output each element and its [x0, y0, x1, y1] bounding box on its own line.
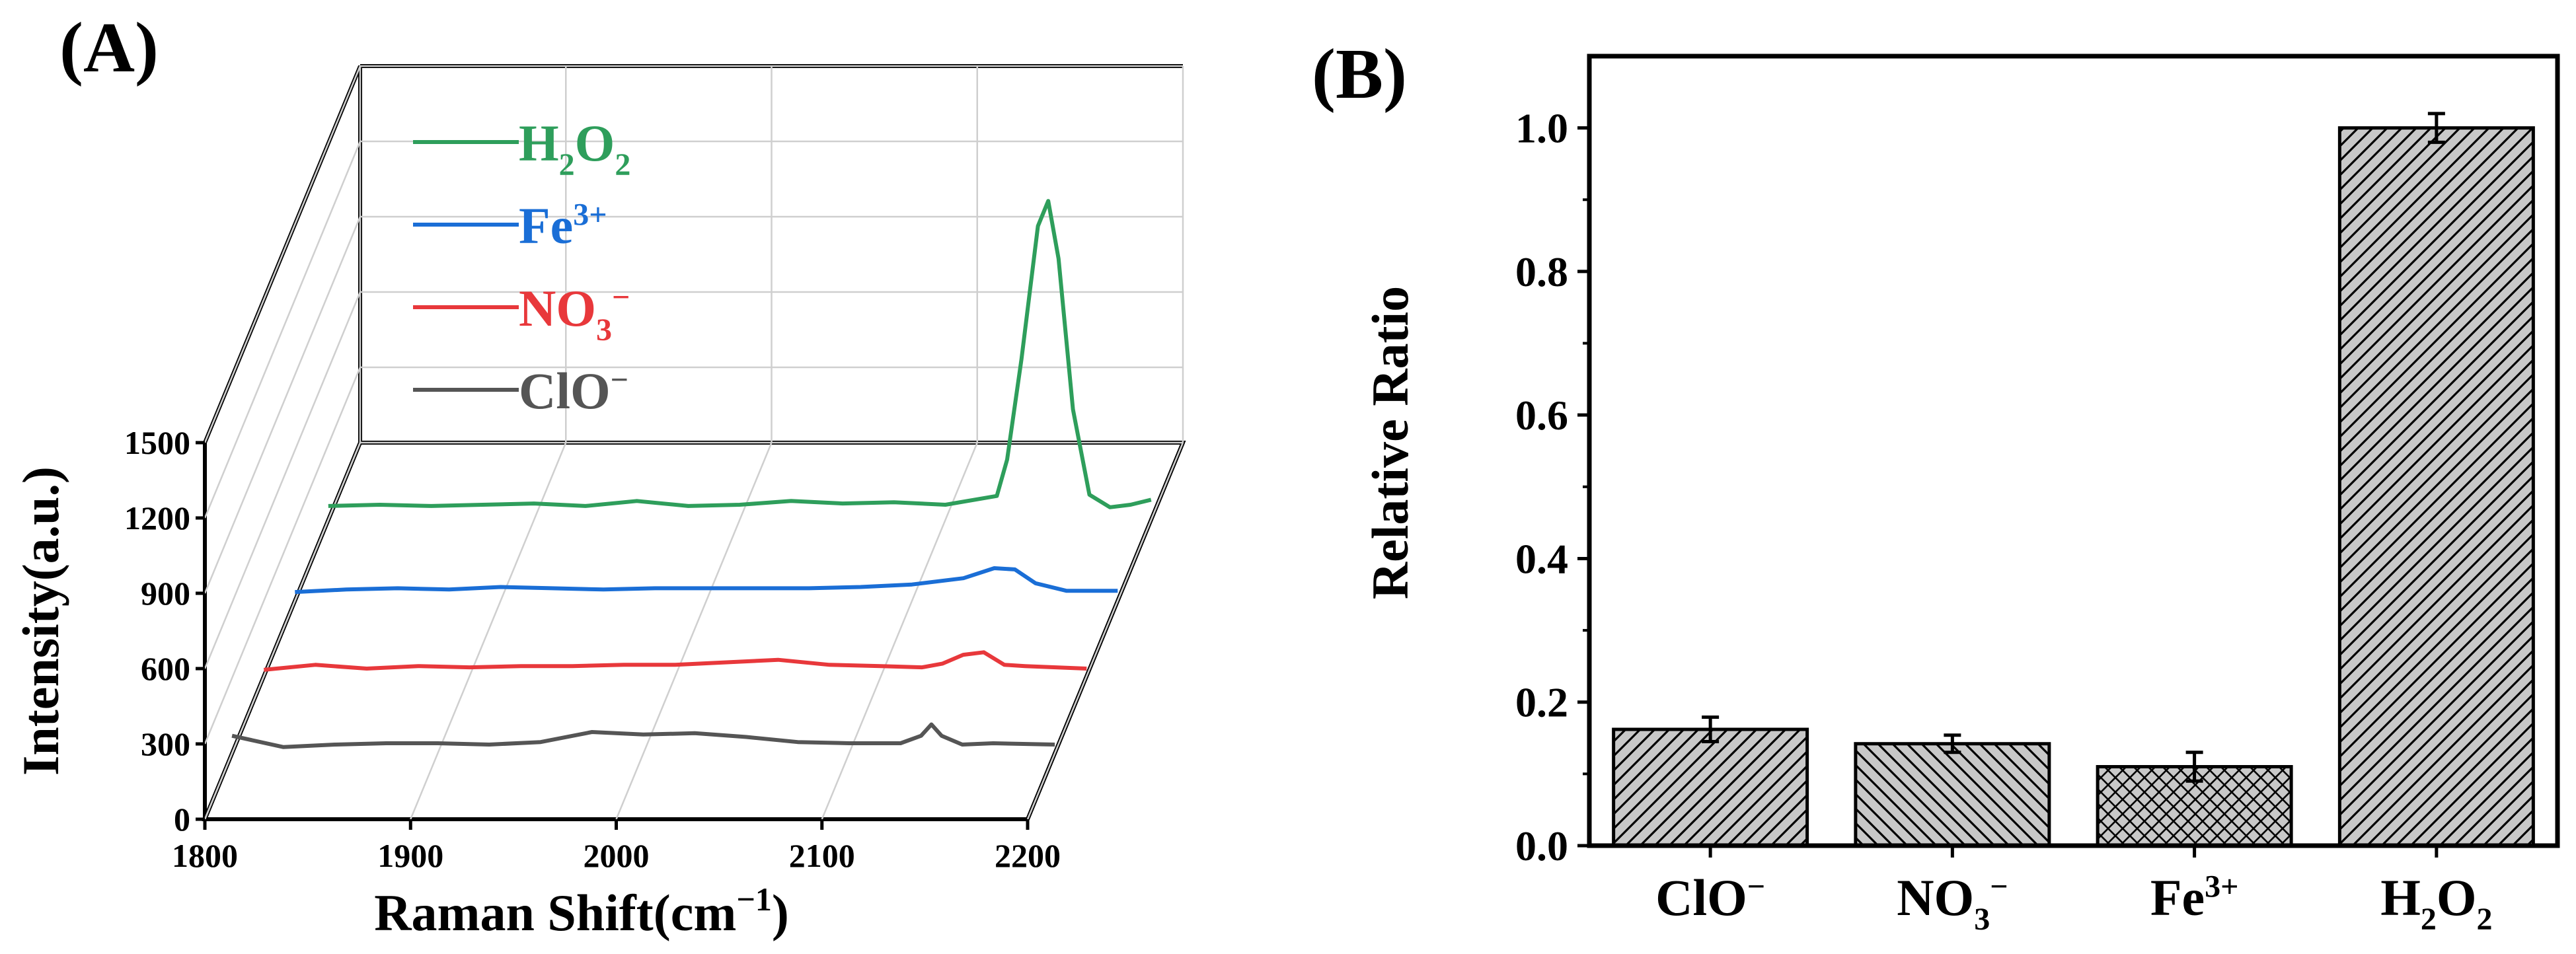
panel-a-legend: H2O2 Fe3+ NO3− ClO−	[413, 114, 630, 420]
panel-a-series-line-3	[328, 199, 1152, 509]
panel-a-left-wall	[203, 65, 362, 821]
panel-a-label: (A)	[59, 9, 159, 87]
panel-b-bar-1	[1854, 742, 2051, 848]
panel-a-floor-gridline	[615, 442, 773, 820]
panel-b: (B) 0.00.20.40.60.81.0 ClO− NO3− Fe3+ H2O2 …	[1312, 35, 2560, 937]
panel-b-y-tick-label: 1.0	[1515, 105, 1568, 152]
panel-b-plot-frame	[1587, 54, 2560, 848]
panel-a-x-tick-label: 1900	[377, 837, 443, 874]
panel-a-series-line-2	[295, 566, 1118, 595]
panel-a: (A) 1800 1900 2000 2100 2200 0 300 600 900 1200 15…	[12, 9, 1186, 941]
panel-b-label: (B)	[1312, 35, 1407, 114]
panel-a-wall-gridline	[204, 65, 361, 443]
panel-a-x-tick-label: 1800	[172, 837, 238, 874]
panel-a-y-axis-title: Intensity(a.u.)	[12, 466, 69, 776]
panel-a-ticks: 1800 1900 2000 2100 2200 0 300 600 900 1200 1500	[124, 424, 1061, 874]
panel-b-x-tick-label: NO3−	[1897, 869, 2008, 937]
panel-a-wall-gridline	[204, 216, 361, 594]
panel-b-y-tick-label: 0.0	[1515, 823, 1568, 869]
panel-a-legend-label: H2O2	[519, 114, 630, 182]
panel-b-y-axis-title: Relative Ratio	[1361, 286, 1419, 599]
panel-a-x-axis-title: Raman Shift(cm−1)	[374, 881, 789, 941]
panel-a-legend-label: NO3−	[519, 279, 630, 348]
panel-b-bar-3	[2337, 126, 2535, 848]
panel-a-y-tick-label: 1200	[124, 499, 190, 536]
panel-b-bars	[1612, 126, 2535, 848]
panel-a-floor-gridline	[1026, 442, 1184, 820]
panel-b-y-ticks: 0.0 0.2 0.4 0.6 0.8 1.0	[1515, 105, 1589, 869]
panel-b-x-tick-label: ClO−	[1655, 869, 1765, 926]
panel-a-series-group	[231, 199, 1152, 749]
panel-a-wall-gridline	[204, 291, 361, 669]
panel-b-error-bars	[1702, 112, 2445, 783]
panel-b-y-tick-label: 0.8	[1515, 248, 1568, 295]
panel-a-x-tick-label: 2000	[584, 837, 650, 874]
panel-a-x-tick-label: 2200	[995, 837, 1061, 874]
panel-b-x-tick-label: Fe3+	[2150, 869, 2239, 926]
panel-a-x-tick-label: 2100	[789, 837, 855, 874]
panel-a-wall-gridline	[204, 442, 361, 820]
panel-a-gridlines	[204, 65, 1184, 820]
panel-a-wall-gridline	[204, 367, 361, 745]
panel-a-y-tick-label: 300	[141, 725, 190, 762]
panel-a-legend-label: Fe3+	[519, 197, 607, 254]
panel-b-x-tick-label: H2O2	[2380, 869, 2492, 937]
panel-b-bar-0	[1612, 727, 1809, 848]
panel-a-y-tick-label: 900	[141, 575, 190, 612]
panel-a-wall-gridline	[204, 141, 361, 519]
panel-a-y-tick-label: 600	[141, 650, 190, 687]
panel-b-x-ticks: ClO− NO3− Fe3+ H2O2	[1655, 846, 2493, 937]
panel-b-y-tick-label: 0.4	[1515, 535, 1568, 582]
panel-a-series-line-0	[231, 722, 1055, 749]
panel-a-floor-gridline	[410, 442, 567, 820]
panel-a-y-tick-label: 0	[174, 801, 190, 838]
panel-b-y-tick-label: 0.6	[1515, 392, 1568, 439]
panel-a-floor-gridline	[821, 442, 978, 820]
panel-a-y-tick-label: 1500	[124, 424, 190, 461]
panel-b-y-tick-label: 0.2	[1515, 679, 1568, 726]
panel-a-series-line-1	[264, 650, 1087, 672]
panel-a-legend-label: ClO−	[519, 362, 628, 420]
